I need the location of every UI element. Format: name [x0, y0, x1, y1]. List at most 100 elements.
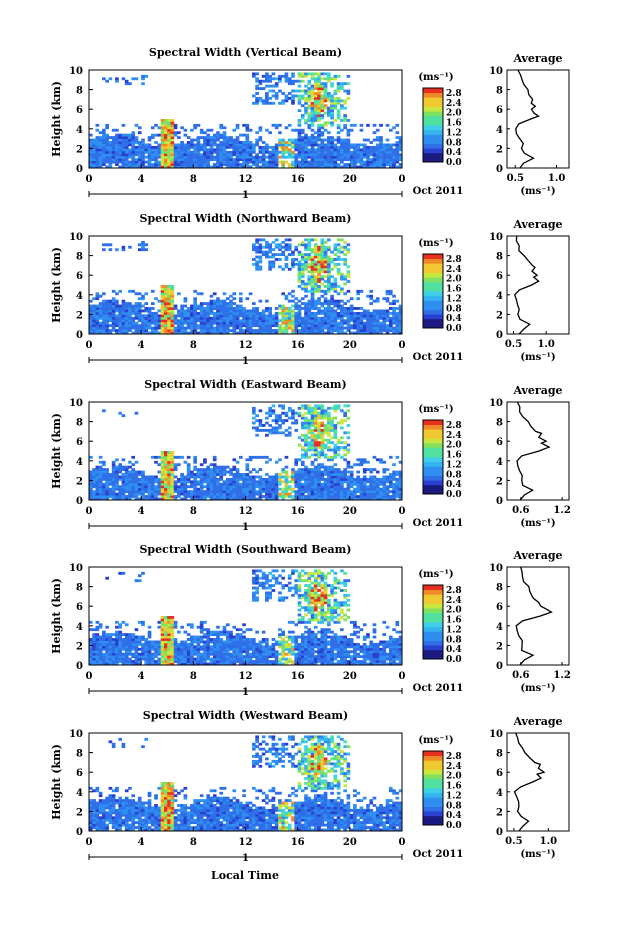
heatmap-cell: [294, 411, 299, 415]
heatmap-cell: [131, 136, 136, 139]
heatmap-cell: [206, 473, 211, 476]
heatmap-cell: [304, 497, 308, 501]
heatmap-cell: [300, 438, 305, 442]
heatmap-cell: [281, 99, 286, 103]
heatmap-cell: [255, 96, 259, 100]
heatmap-cell: [340, 480, 344, 484]
heatmap-cell: [160, 287, 165, 291]
heatmap-cell: [252, 94, 256, 98]
heatmap-cell: [304, 465, 308, 469]
heatmap-cell: [105, 638, 109, 641]
heatmap-cell: [359, 316, 364, 320]
heatmap-cell: [108, 647, 113, 651]
heatmap-cell: [330, 294, 334, 298]
heatmap-cell: [323, 495, 328, 498]
heatmap-cell: [199, 468, 204, 471]
heatmap-cell: [382, 145, 387, 149]
heatmap-cell: [258, 421, 263, 425]
heatmap-cell: [366, 155, 370, 159]
heatmap-cell: [346, 145, 351, 149]
heatmap-cell: [235, 321, 240, 325]
heatmap-cell: [385, 145, 390, 149]
heatmap-cell: [294, 477, 299, 481]
heatmap-cell: [398, 473, 403, 476]
heatmap-cell: [307, 468, 312, 471]
heatmap-cell: [375, 458, 380, 462]
heatmap-cell: [392, 490, 396, 494]
heatmap-cell: [385, 324, 390, 328]
heatmap-cell: [313, 280, 318, 283]
heatmap-cell: [128, 326, 132, 330]
heatmap-cell: [121, 153, 126, 157]
heatmap-cell: [343, 495, 347, 498]
heatmap-cell: [333, 316, 338, 320]
heatmap-cell: [255, 163, 259, 166]
heatmap-cell: [323, 438, 328, 442]
heatmap-cell: [362, 329, 367, 332]
heatmap-cell: [180, 163, 184, 166]
heatmap-cell: [252, 324, 256, 328]
heatmap-cell: [297, 141, 302, 144]
heatmap-cell: [183, 490, 188, 494]
heatmap-cell: [108, 640, 113, 644]
heatmap-cell: [349, 128, 354, 132]
heatmap-cell: [265, 490, 269, 494]
heatmap-cell: [369, 150, 374, 154]
heatmap-cell: [398, 163, 403, 166]
heatmap-cell: [180, 490, 184, 494]
heatmap-cell: [327, 96, 331, 100]
heatmap-cell: [271, 94, 276, 98]
heatmap-cell: [284, 155, 289, 159]
heatmap-cell: [359, 143, 364, 147]
heatmap-cell: [163, 465, 168, 469]
heatmap-cell: [258, 265, 263, 269]
heatmap-cell: [160, 285, 165, 288]
heatmap-cell: [115, 657, 119, 661]
heatmap-cell: [317, 148, 321, 152]
heatmap-cell: [265, 128, 269, 132]
heatmap-cell: [131, 148, 136, 152]
heatmap-cell: [366, 160, 370, 164]
heatmap-cell: [366, 165, 370, 169]
heatmap-cell: [157, 150, 162, 154]
heatmap-cell: [379, 324, 383, 328]
heatmap-cell: [183, 165, 188, 169]
heatmap-cell: [294, 319, 299, 323]
heatmap-cell: [291, 262, 295, 266]
heatmap-cell: [111, 655, 116, 659]
heatmap-cell: [284, 94, 289, 98]
heatmap-cell: [359, 482, 364, 486]
heatmap-cell: [118, 647, 123, 651]
heatmap-cell: [268, 487, 272, 491]
heatmap-cell: [336, 111, 341, 115]
heatmap-cell: [343, 158, 347, 162]
heatmap-cell: [372, 145, 377, 149]
heatmap-cell: [330, 465, 334, 469]
heatmap-cell: [163, 136, 168, 139]
heatmap-cell: [235, 307, 240, 310]
heatmap-cell: [300, 160, 305, 164]
heatmap-cell: [333, 104, 338, 108]
heatmap-cell: [304, 158, 308, 162]
heatmap-cell: [180, 155, 184, 159]
heatmap-cell: [362, 148, 367, 152]
heatmap-cell: [170, 158, 175, 162]
heatmap-cell: [278, 131, 282, 135]
heatmap-cell: [327, 314, 331, 318]
heatmap-cell: [310, 406, 315, 410]
heatmap-cell: [307, 326, 312, 330]
heatmap-cell: [115, 492, 119, 496]
colorbar-segment: [423, 111, 443, 117]
heatmap-cell: [124, 82, 129, 86]
heatmap-cell: [323, 302, 328, 305]
heatmap-cell: [320, 329, 325, 332]
heatmap-cell: [128, 165, 132, 169]
heatmap-cell: [340, 304, 344, 308]
heatmap-cell: [245, 163, 250, 166]
heatmap-cell: [190, 143, 194, 147]
y-axis-label: Height (km): [50, 247, 63, 323]
heatmap-cell: [313, 321, 318, 325]
heatmap-cell: [219, 150, 224, 154]
heatmap-cell: [242, 331, 246, 335]
heatmap-cell: [327, 477, 331, 481]
